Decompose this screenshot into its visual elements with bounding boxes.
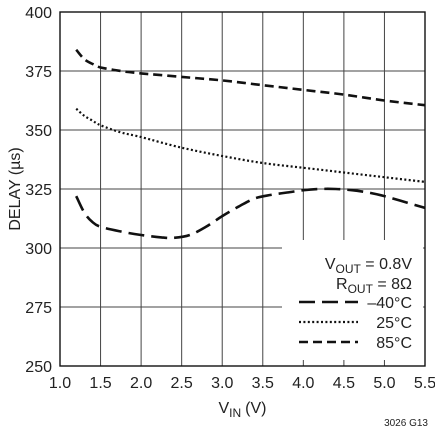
y-axis-label: DELAY (µs) [7,147,24,230]
legend-label-85: 85°C [376,335,412,352]
x-tick-label: 5.5 [414,375,435,392]
condition-rout-main: R [336,276,348,293]
plot-frame [59,11,426,367]
x-axis-label: VIN (V) [219,400,267,420]
condition-vout-subscript: OUT [336,262,362,276]
y-tick-label: 375 [25,64,52,81]
x-axis-label-unit: (V) [245,400,266,417]
condition-rout-value: = 8Ω [373,276,412,293]
legend-box [282,240,423,360]
legend-label-minus40: –40°C [367,295,412,312]
x-tick-label: 2.5 [171,375,193,392]
x-axis-label-main: V [219,400,230,417]
series-lines [75,48,426,240]
legend-background [282,240,423,360]
x-tick-label: 4.0 [292,375,314,392]
y-tick-label: 300 [25,241,52,258]
condition-rout: ROUT = 8Ω [336,276,412,296]
y-tick-label: 250 [25,359,52,376]
y-tick-label: 350 [25,123,52,140]
x-tick-label: 3.0 [211,375,233,392]
series-line-1 [75,107,426,183]
x-tick-label: 1.0 [49,375,71,392]
condition-rout-subscript: OUT [348,282,374,296]
legend: VOUT = 0.8V ROUT = 8Ω –40°C 25°C 85°C [299,256,412,352]
condition-vout-value: = 0.8V [361,256,412,273]
y-tick-label: 325 [25,182,52,199]
condition-vout-main: V [325,256,336,273]
series-line-0 [75,187,426,240]
series-line-2 [75,48,426,107]
x-tick-label: 4.5 [333,375,355,392]
y-tick-labels: 250 275 300 325 350 375 400 [25,5,52,376]
y-tick-label: 400 [25,5,52,22]
x-tick-label: 2.0 [130,375,152,392]
x-tick-labels: 1.0 1.5 2.0 2.5 3.0 3.5 4.0 4.5 5.0 5.5 [49,375,435,392]
y-tick-label: 275 [25,300,52,317]
x-tick-label: 3.5 [252,375,274,392]
legend-label-25: 25°C [376,315,412,332]
x-tick-label: 1.5 [89,375,111,392]
condition-vout: VOUT = 0.8V [325,256,412,276]
figure-code: 3026 G13 [384,418,428,429]
x-axis-label-subscript: IN [229,406,241,420]
x-tick-label: 5.0 [373,375,395,392]
